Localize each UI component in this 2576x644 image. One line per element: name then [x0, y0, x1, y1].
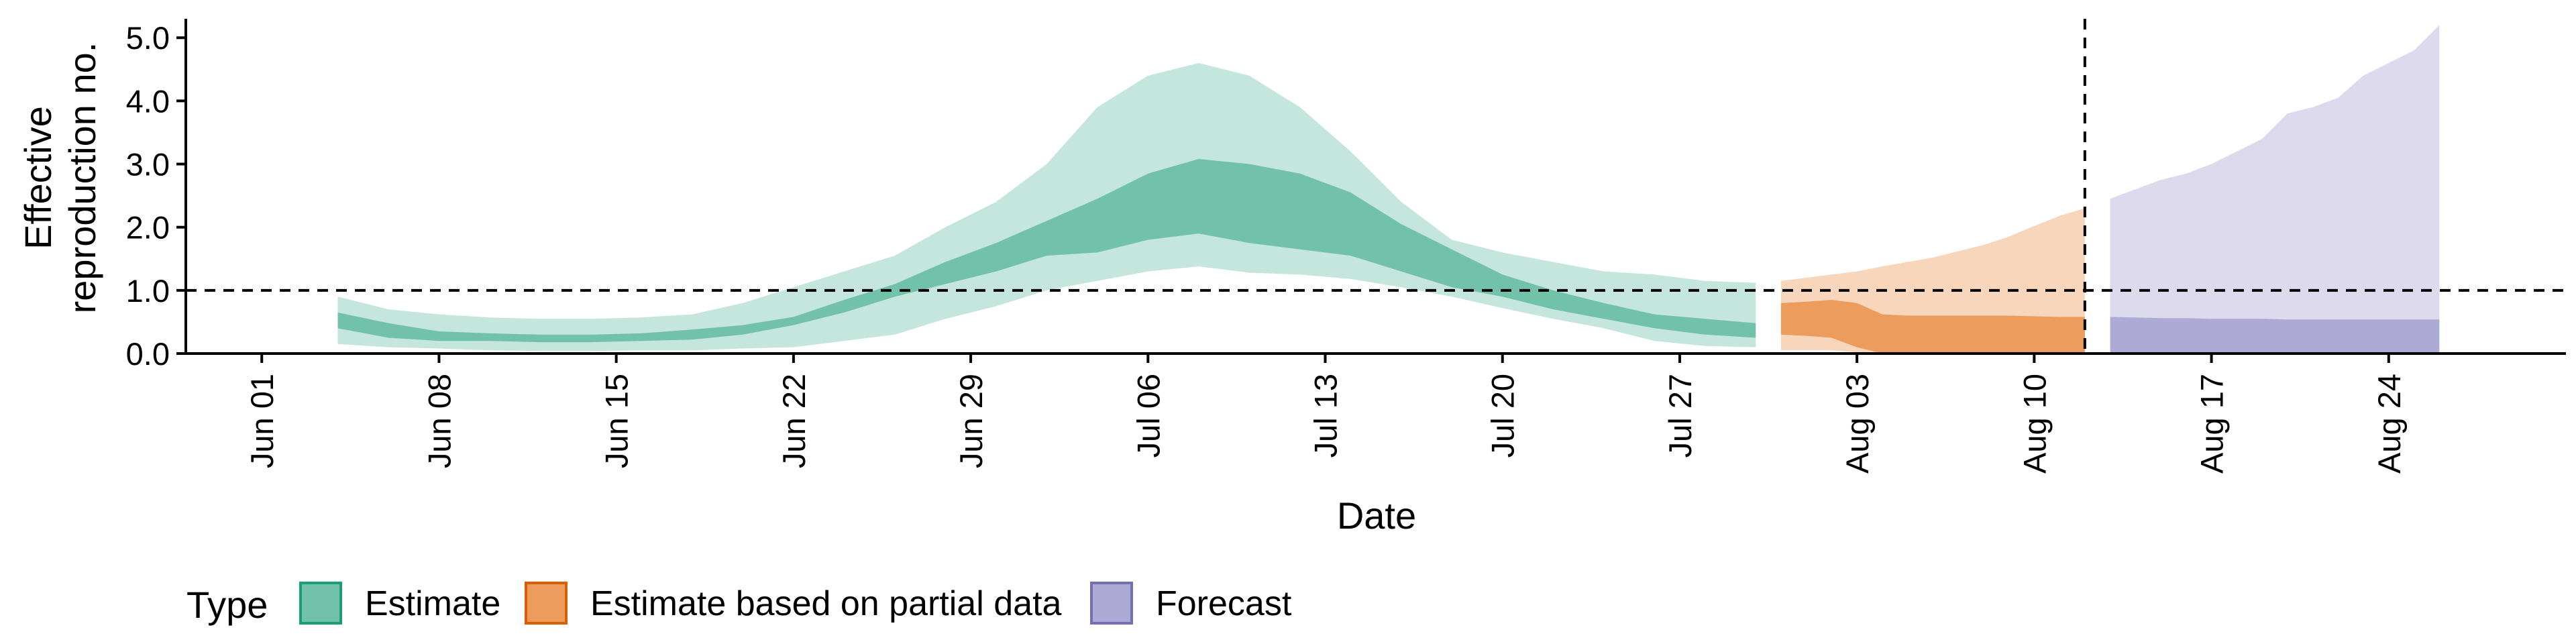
x-tick-label: Aug 24 [2371, 374, 2407, 474]
y-tick-label: 1.0 [126, 273, 170, 309]
x-tick-label: Jun 29 [953, 374, 989, 468]
x-axis-title: Date [1337, 494, 1416, 537]
y-tick-labels: 0.0 1.0 2.0 3.0 4.0 5.0 [126, 20, 170, 372]
band-layer [337, 25, 2440, 354]
y-tick-label: 4.0 [126, 83, 170, 119]
band-outer-estimate [337, 62, 1756, 352]
legend-label-estimate: Estimate [365, 584, 500, 623]
y-tick-label: 5.0 [126, 20, 170, 56]
x-tick-label: Jul 13 [1308, 374, 1344, 458]
legend-key-estimate-based-on-partial-data [525, 582, 568, 625]
band-outer-forecast [2110, 25, 2440, 354]
legend: Type Estimate Estimate based on partial d… [186, 582, 1292, 626]
x-tick-label: Jun 08 [421, 374, 457, 468]
x-tick-label: Aug 10 [2017, 374, 2052, 474]
x-tick-labels: Jun 01 Jun 08 Jun 15 Jun 22 Jun 29 Jul 06 Jul … [244, 374, 2407, 474]
legend-key-forecast [1090, 582, 1133, 625]
x-tick-label: Jul 20 [1485, 374, 1521, 458]
y-tick-label: 2.0 [126, 210, 170, 246]
band-inner-forecast [2110, 317, 2440, 354]
x-tick-label: Jun 01 [244, 374, 280, 468]
band-inner-estimate [337, 159, 1756, 343]
x-tick-label: Aug 03 [1839, 374, 1875, 474]
y-axis-title-line-2: reproduction no. [61, 42, 103, 314]
y-axis-title-line-1: Effective [17, 106, 59, 250]
axes [176, 19, 2566, 363]
y-tick-label: 0.0 [126, 336, 170, 372]
legend-label-estimate-based-on-partial-data: Estimate based on partial data [590, 584, 1062, 623]
y-tick-label: 3.0 [126, 147, 170, 182]
legend-label-forecast: Forecast [1156, 584, 1292, 623]
band-inner-estimate-based-on-partial-data [1780, 300, 2085, 354]
x-tick-label: Jul 27 [1662, 374, 1698, 458]
x-tick-label: Jul 06 [1130, 374, 1166, 458]
legend-key-estimate [299, 582, 342, 625]
x-tick-label: Aug 17 [2194, 374, 2230, 474]
x-tick-label: Jun 22 [776, 374, 812, 468]
reference-lines [186, 19, 2566, 354]
x-tick-label: Jun 15 [599, 374, 635, 468]
legend-title: Type [186, 584, 268, 626]
y-axis-title: Effective reproduction no. [17, 42, 103, 314]
